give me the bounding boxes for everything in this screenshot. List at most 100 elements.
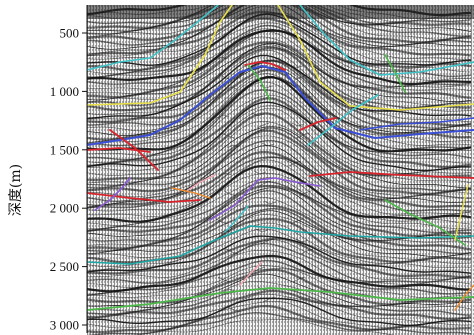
chaotic-reflection <box>263 200 277 205</box>
chaotic-reflection <box>289 64 303 69</box>
interpreted-horizons <box>87 5 474 311</box>
seismic-reflector <box>87 289 472 320</box>
horizon-blue <box>87 65 474 146</box>
seismic-reflector <box>87 210 472 258</box>
horizon-yellow-right <box>277 5 474 111</box>
seismic-reflector <box>87 31 472 90</box>
seismic-reflector <box>87 112 472 182</box>
horizon-red-left <box>87 147 151 153</box>
chaotic-reflection <box>262 296 276 303</box>
chaotic-reflection <box>291 122 305 127</box>
seismic-reflector <box>87 293 472 323</box>
chaotic-reflection <box>227 306 241 313</box>
seismic-reflectors <box>87 5 474 335</box>
fault-pink-lower <box>239 261 263 286</box>
horizon-yellow <box>87 5 233 106</box>
seismic-reflector <box>87 73 471 144</box>
horizon-red-right <box>309 171 474 179</box>
fault-orange-right <box>454 284 474 311</box>
chaotic-reflection <box>260 238 274 245</box>
seismic-reflector <box>87 5 472 32</box>
chaotic-reflection <box>224 86 238 91</box>
seismic-reflector <box>87 127 472 192</box>
chaotic-reflection <box>300 248 314 255</box>
chaotic-reflection <box>256 122 270 129</box>
seismic-reflector <box>87 126 471 189</box>
seismic-reflector <box>87 97 472 169</box>
seismic-reflector <box>87 259 472 296</box>
chaotic-reflection <box>255 228 269 233</box>
fault-red-left <box>109 129 159 171</box>
seismic-reflector <box>87 243 472 284</box>
seismic-reflector <box>87 268 472 302</box>
seismic-reflector <box>87 239 472 280</box>
chaotic-reflection <box>253 170 267 175</box>
horizon-red-lower <box>87 192 201 203</box>
chaotic-reflection <box>298 190 312 197</box>
chaotic-reflection <box>222 288 236 293</box>
chaotic-reflection <box>218 172 232 177</box>
depth-tick-label: 1 000 <box>50 84 79 99</box>
horizon-violet-crest <box>209 177 321 221</box>
seismic-reflector <box>87 5 472 25</box>
seismic-reflector <box>87 101 472 172</box>
chaotic-reflection <box>259 84 273 89</box>
chaotic-reflection <box>221 132 235 139</box>
seismic-reflector <box>87 268 472 306</box>
fault-yellow-right <box>454 184 469 241</box>
seismic-reflector <box>135 319 395 335</box>
chaotic-reflection <box>288 160 302 167</box>
seismic-reflector <box>87 75 472 153</box>
seismic-reflector <box>87 151 472 209</box>
chaotic-reflection <box>261 142 275 147</box>
chaotic-reflection <box>251 112 265 117</box>
fault-green-upper <box>384 54 406 93</box>
depth-tick-label: 2 500 <box>50 259 79 274</box>
chaotic-reflection <box>252 266 266 273</box>
fault-green-right <box>384 199 466 246</box>
seismic-reflector <box>87 5 472 50</box>
chaotic-reflection <box>295 238 309 243</box>
chaotic-reflection <box>225 248 239 255</box>
seismic-reflector <box>87 222 472 268</box>
chaotic-reflection <box>290 218 304 225</box>
chaotic-reflection <box>217 276 231 283</box>
depth-axis: 500 1 000 1 500 2 000 2 500 3 000 深度(m) <box>8 5 88 333</box>
seismic-reflector <box>87 59 472 129</box>
seismic-reflector <box>87 5 472 37</box>
seismic-reflector <box>87 157 472 215</box>
seismic-reflector <box>87 214 472 260</box>
seismic-reflector <box>87 135 472 198</box>
chaotic-reflection <box>296 132 310 139</box>
depth-tick-label: 500 <box>60 26 80 41</box>
horizon-cyan-right <box>299 5 474 76</box>
seismic-reflector <box>87 43 472 102</box>
seismic-reflector <box>87 28 472 88</box>
chaotic-reflection <box>216 114 230 119</box>
seismic-reflector <box>87 41 472 99</box>
seismic-reflector <box>87 129 472 196</box>
chaotic-reflection <box>220 230 234 235</box>
seismic-reflector <box>87 22 472 75</box>
seismic-reflector <box>87 184 472 238</box>
chaotic-reflection <box>214 56 228 61</box>
near-surface-noise-band <box>87 5 474 19</box>
depth-tick-label: 1 500 <box>50 142 79 157</box>
seismic-reflector <box>87 89 472 161</box>
chaotic-reflection <box>258 180 272 187</box>
seismic-reflector <box>87 265 472 299</box>
horizon-cyan-upper <box>87 5 219 71</box>
seismic-reflector <box>87 304 472 334</box>
seismic-section-panel <box>87 5 474 335</box>
horizon-red-crest <box>244 61 286 71</box>
chaotic-reflection <box>226 144 240 149</box>
seismic-reflector <box>87 204 472 251</box>
seismic-reflector <box>87 17 472 72</box>
chaotic-reflection <box>223 190 237 197</box>
fault-green-crest <box>247 64 271 101</box>
depth-axis-ticks: 500 1 000 1 500 2 000 2 500 3 000 <box>50 26 87 333</box>
seismic-reflector <box>87 81 472 156</box>
seismic-reflector <box>87 180 472 234</box>
chaotic-reflection <box>215 218 229 225</box>
